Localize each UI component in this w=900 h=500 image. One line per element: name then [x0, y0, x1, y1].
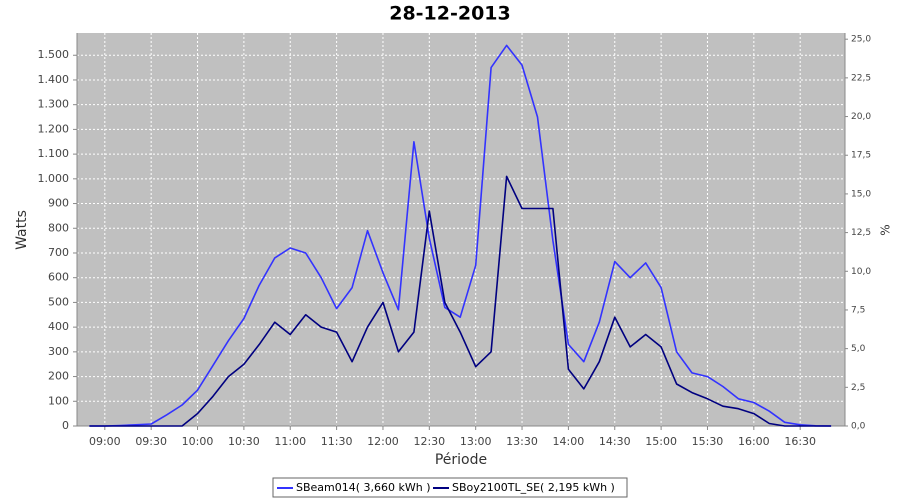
y-tick-label: 200: [48, 370, 69, 383]
y-tick-label: 300: [48, 345, 69, 358]
y-tick-label: 1.000: [38, 172, 70, 185]
x-tick-label: 10:00: [182, 435, 214, 448]
x-tick-label: 09:30: [135, 435, 167, 448]
series-line: [89, 175, 832, 427]
y2-tick-label: 22,5: [851, 73, 871, 83]
x-tick-label: 11:00: [274, 435, 306, 448]
y-tick-label: 0: [62, 419, 69, 432]
y2-tick-label: 10,0: [851, 267, 871, 277]
x-tick-label: 16:30: [784, 435, 816, 448]
x-tick-label: 11:30: [321, 435, 353, 448]
y2-tick-label: 17,5: [851, 151, 871, 161]
y2-tick-label: 7,5: [851, 305, 865, 315]
x-axis-label: Période: [435, 452, 487, 468]
y-tick-label: 700: [48, 246, 69, 259]
legend-label: SBeam014( 3,660 kWh ): [296, 481, 431, 494]
legend-label: SBoy2100TL_SE( 2,195 kWh ): [452, 481, 615, 494]
y-tick-label: 500: [48, 295, 69, 308]
y-tick-label: 1.200: [38, 122, 70, 135]
series-line: [89, 44, 832, 427]
x-tick-label: 13:00: [460, 435, 492, 448]
x-tick-label: 15:30: [692, 435, 724, 448]
y-tick-label: 600: [48, 271, 69, 284]
chart-title: 28-12-2013: [389, 3, 511, 25]
x-tick-label: 13:30: [506, 435, 538, 448]
x-tick-label: 14:00: [553, 435, 585, 448]
x-tick-label: 12:00: [367, 435, 399, 448]
y-tick-label: 800: [48, 221, 69, 234]
x-tick-label: 16:00: [738, 435, 770, 448]
x-tick-label: 12:30: [413, 435, 445, 448]
y-tick-label: 1.500: [38, 48, 70, 61]
y2-tick-label: 5,0: [851, 344, 866, 354]
y-tick-label: 1.100: [38, 147, 70, 160]
y2-tick-label: 2,5: [851, 383, 865, 393]
legend: [272, 477, 628, 498]
y2-tick-label: 12,5: [851, 228, 871, 238]
y2-axis-label: %: [879, 224, 893, 235]
y2-tick-label: 0,0: [851, 422, 866, 432]
x-tick-label: 14:30: [599, 435, 631, 448]
plot-area: [77, 33, 845, 426]
y2-tick-label: 25,0: [851, 35, 871, 45]
y-tick-label: 1.300: [38, 98, 70, 111]
y2-tick-label: 20,0: [851, 112, 871, 122]
y-tick-label: 400: [48, 320, 69, 333]
y-tick-label: 100: [48, 394, 69, 407]
y-axis-label: Watts: [14, 210, 30, 250]
x-tick-label: 09:00: [89, 435, 121, 448]
y-tick-label: 900: [48, 197, 69, 210]
y2-tick-label: 15,0: [851, 189, 871, 199]
x-tick-label: 10:30: [228, 435, 260, 448]
y-tick-label: 1.400: [38, 73, 70, 86]
x-tick-label: 15:00: [645, 435, 677, 448]
